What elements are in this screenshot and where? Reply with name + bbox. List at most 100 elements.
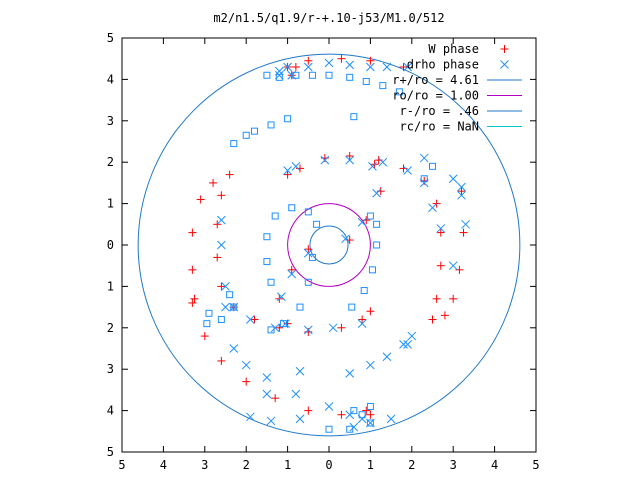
data-point-series-2 xyxy=(325,425,333,433)
data-point-series-0 xyxy=(304,406,313,415)
data-point-series-0 xyxy=(271,394,280,403)
data-point-series-0 xyxy=(196,195,205,204)
data-point-series-1 xyxy=(378,157,388,167)
data-point-series-1 xyxy=(324,58,334,68)
data-point-series-0 xyxy=(304,56,313,65)
data-point-series-2 xyxy=(250,127,258,135)
data-point-series-1 xyxy=(221,282,230,291)
plot-frame xyxy=(121,37,537,453)
x-tick-label: 0 xyxy=(325,458,332,472)
y-tick-label: 5 xyxy=(107,445,114,459)
data-point-series-1 xyxy=(403,62,413,72)
data-point-series-0 xyxy=(287,265,296,274)
data-point-series-1 xyxy=(345,60,355,70)
data-point-series-2 xyxy=(350,113,358,121)
data-point-series-2 xyxy=(325,71,333,79)
y-tick-label: 4 xyxy=(107,72,114,86)
data-point-series-1 xyxy=(403,166,413,175)
legend-label: r+/ro = 4.61 xyxy=(392,73,479,87)
data-point-series-2 xyxy=(350,407,358,415)
x-tick-label: 5 xyxy=(118,458,125,472)
data-point-series-1 xyxy=(217,240,226,250)
circle-ro/ro = 1.00 xyxy=(287,203,371,287)
data-point-series-1 xyxy=(357,217,367,227)
data-point-series-1 xyxy=(357,319,367,329)
data-point-series-0 xyxy=(213,220,222,229)
data-point-series-0 xyxy=(217,191,226,200)
data-point-series-2 xyxy=(420,175,428,183)
data-point-series-2 xyxy=(304,208,312,216)
data-point-series-2 xyxy=(348,303,356,311)
data-point-series-0 xyxy=(225,170,234,179)
y-tick-label: 2 xyxy=(107,155,114,169)
data-point-series-0 xyxy=(436,228,445,237)
data-point-series-2 xyxy=(373,220,381,228)
data-point-series-2 xyxy=(242,131,250,139)
data-point-series-2 xyxy=(373,241,381,249)
data-point-series-1 xyxy=(283,62,292,72)
y-tick-label: 4 xyxy=(107,404,114,418)
data-point-series-0 xyxy=(358,315,367,324)
circle-r+/ro = 4.61 xyxy=(137,53,521,437)
data-point-series-2 xyxy=(275,73,283,81)
data-point-series-1 xyxy=(241,360,251,370)
data-point-series-0 xyxy=(217,356,226,365)
data-point-series-2 xyxy=(263,258,271,266)
data-point-series-2 xyxy=(366,419,374,427)
data-point-series-2 xyxy=(267,121,275,129)
data-point-series-2 xyxy=(346,425,354,433)
data-point-series-0 xyxy=(200,332,209,341)
data-point-series-0 xyxy=(345,151,354,160)
data-point-series-2 xyxy=(288,204,296,212)
data-point-series-2 xyxy=(296,303,304,311)
data-point-series-0 xyxy=(188,228,197,237)
data-point-series-0 xyxy=(291,62,300,71)
data-point-series-0 xyxy=(250,315,259,324)
data-point-series-0 xyxy=(337,54,346,63)
data-point-series-0 xyxy=(457,187,466,196)
data-point-series-2 xyxy=(226,291,234,299)
data-point-series-1 xyxy=(403,340,413,349)
data-point-series-1 xyxy=(372,188,381,198)
data-point-series-1 xyxy=(303,248,313,258)
data-point-series-0 xyxy=(188,265,197,274)
legend-label: r-/ro = .46 xyxy=(400,104,479,118)
data-point-series-2 xyxy=(230,140,238,148)
data-point-series-0 xyxy=(304,245,313,254)
data-point-series-2 xyxy=(292,71,300,79)
x-tick-label: 1 xyxy=(284,458,291,472)
data-point-series-2 xyxy=(362,77,370,85)
data-point-series-2 xyxy=(313,220,321,228)
data-point-series-1 xyxy=(399,340,408,349)
x-tick-label: 2 xyxy=(243,458,250,472)
data-point-series-1 xyxy=(287,269,297,279)
x-tick-label: 3 xyxy=(201,458,208,472)
data-point-series-1 xyxy=(295,366,305,376)
legend-label: drho phase xyxy=(407,58,479,72)
data-point-series-1 xyxy=(386,414,396,424)
data-point-series-2 xyxy=(230,303,238,311)
x-tick-label: 1 xyxy=(367,458,374,472)
data-point-series-1 xyxy=(277,292,286,302)
data-point-series-1 xyxy=(461,219,470,229)
circles-layer xyxy=(137,53,521,437)
data-point-series-1 xyxy=(229,344,239,353)
data-point-series-2 xyxy=(267,326,275,334)
data-point-series-1 xyxy=(324,402,334,411)
data-point-series-0 xyxy=(459,228,468,237)
data-point-series-1 xyxy=(368,161,377,171)
data-point-series-0 xyxy=(337,410,346,419)
data-point-series-1 xyxy=(345,155,355,165)
legend-marker xyxy=(500,45,509,53)
data-point-series-2 xyxy=(263,71,271,79)
data-point-series-0 xyxy=(436,261,445,270)
data-point-series-1 xyxy=(349,422,359,432)
data-point-series-2 xyxy=(203,320,211,328)
data-point-series-1 xyxy=(382,352,392,362)
data-point-series-2 xyxy=(263,233,271,241)
data-point-series-1 xyxy=(262,389,272,399)
data-point-series-1 xyxy=(262,373,272,382)
data-point-series-0 xyxy=(432,294,441,303)
